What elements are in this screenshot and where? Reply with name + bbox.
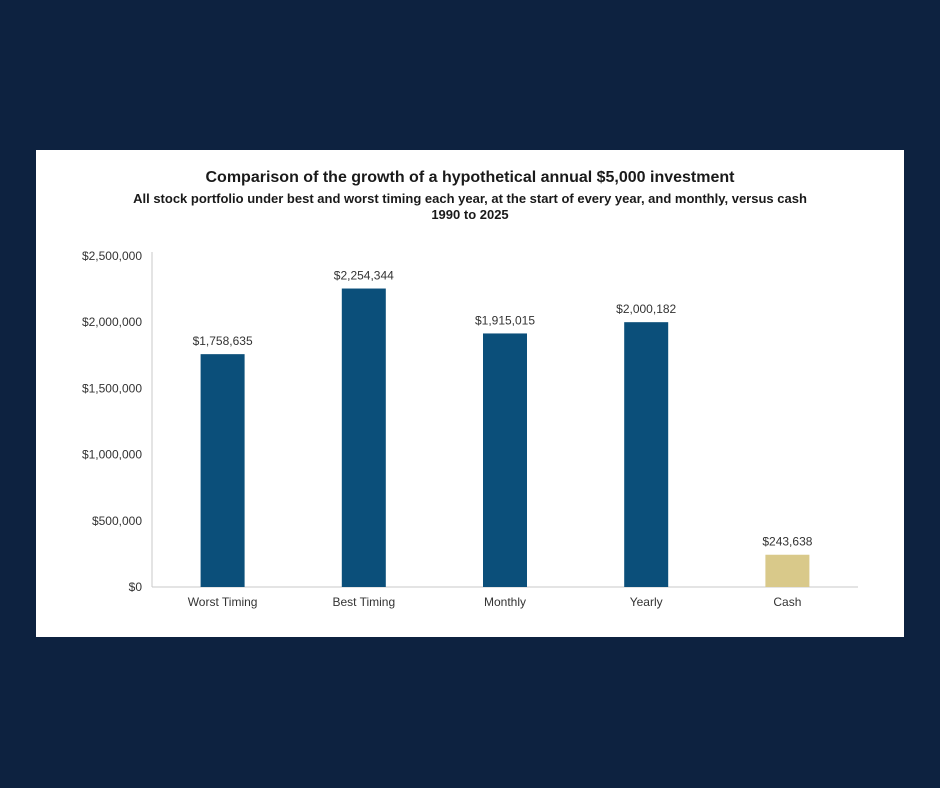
bar-yearly [624, 322, 669, 587]
y-tick-label: $1,000,000 [82, 448, 142, 462]
bar-monthly [483, 333, 527, 587]
data-label: $1,915,015 [475, 313, 535, 327]
y-tick-label: $500,000 [92, 514, 142, 528]
bar-worst-timing [200, 354, 245, 587]
bar-cash [765, 554, 810, 587]
bar-chart: $0 $500,000 $1,000,000 $1,500,000 $2,000,000… [82, 249, 858, 609]
chart-title: Comparison of the growth of a hypothetic… [205, 169, 735, 186]
chart-subtitle-line-1: All stock portfolio under best and worst… [133, 191, 807, 206]
chart-card: Comparison of the growth of a hypothetic… [36, 150, 904, 637]
x-tick-label: Monthly [484, 595, 526, 609]
y-tick-label: $0 [129, 580, 143, 594]
x-tick-label: Worst Timing [188, 595, 258, 609]
y-tick-label: $2,000,000 [82, 315, 142, 329]
x-tick-label: Cash [773, 595, 801, 609]
bar-best-timing [341, 288, 386, 587]
y-tick-label: $1,500,000 [82, 381, 142, 395]
data-label: $1,758,635 [193, 334, 253, 348]
chart-subtitle: All stock portfolio under best and worst… [36, 191, 904, 223]
x-tick-label: Yearly [630, 595, 663, 609]
data-label: $243,638 [762, 535, 812, 549]
chart-subtitle-line-2: 1990 to 2025 [431, 207, 509, 222]
x-tick-label: Best Timing [332, 595, 395, 609]
y-tick-label: $2,500,000 [82, 249, 142, 263]
data-label: $2,000,182 [616, 302, 676, 316]
data-label: $2,254,344 [334, 269, 394, 283]
